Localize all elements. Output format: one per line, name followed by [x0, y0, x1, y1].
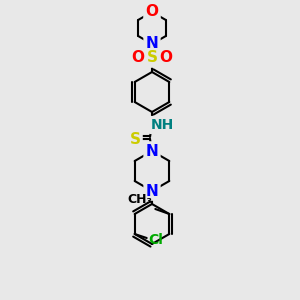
- Text: O: O: [146, 4, 158, 20]
- Text: S: S: [146, 50, 158, 65]
- Text: CH₃: CH₃: [127, 193, 152, 206]
- Text: O: O: [131, 50, 145, 65]
- Text: S: S: [130, 131, 140, 146]
- Text: Cl: Cl: [149, 233, 164, 247]
- Text: NH: NH: [150, 118, 174, 132]
- Text: N: N: [146, 37, 158, 52]
- Text: N: N: [146, 184, 158, 199]
- Text: O: O: [160, 50, 172, 65]
- Text: N: N: [146, 143, 158, 158]
